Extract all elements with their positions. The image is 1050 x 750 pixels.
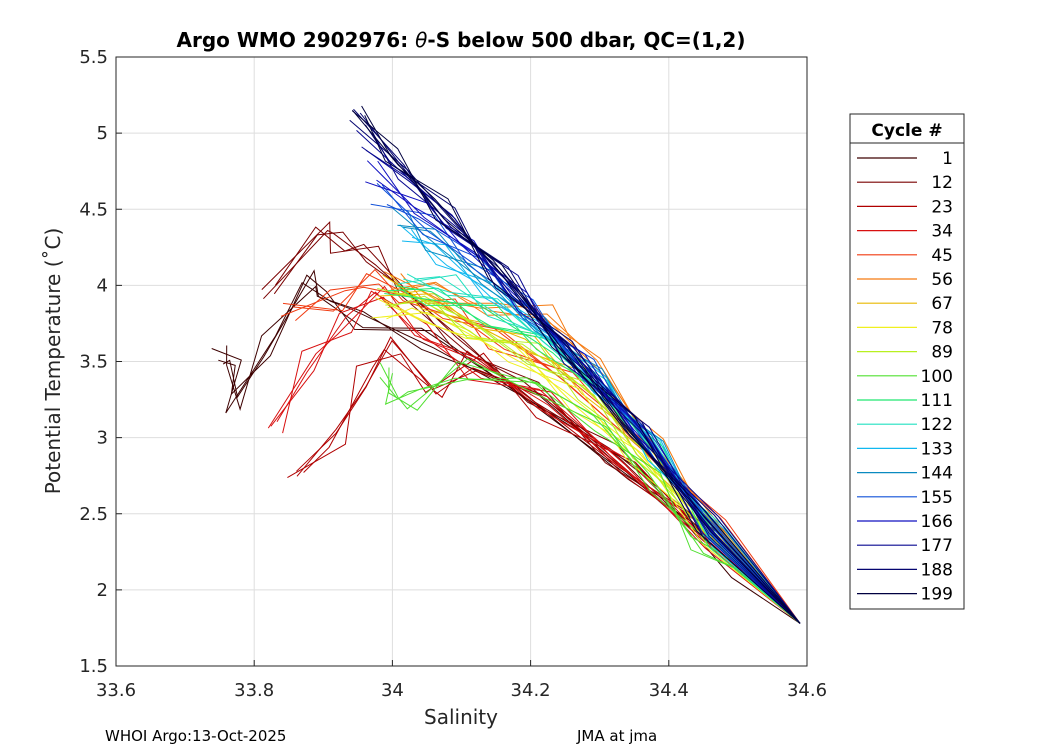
x-tick-label: 33.6 [96, 680, 136, 701]
legend-title: Cycle # [871, 121, 942, 141]
footer-source: WHOI Argo:13-Oct-2025 [105, 727, 286, 745]
legend-label: 166 [921, 512, 953, 532]
series-line-89 [387, 295, 801, 624]
legend-label: 45 [931, 246, 953, 266]
y-tick-label: 5 [97, 123, 108, 144]
footer-credit: JMA at jma [576, 727, 657, 745]
axis-ticks: 33.6 33.8 34 34.2 34.4 34.6 1.5 2 2.5 3 3.5 4 4.5 5 5.… [79, 47, 827, 701]
x-tick-label: 34.6 [787, 680, 827, 701]
series-line-188 [364, 124, 801, 624]
y-tick-label: 2.5 [79, 504, 108, 525]
y-tick-label: 5.5 [79, 47, 108, 68]
y-axis-label: Potential Temperature (˚C) [41, 228, 65, 495]
x-axis-label: Salinity [424, 705, 498, 729]
legend-label: 199 [921, 585, 953, 605]
legend-label: 1 [942, 149, 953, 169]
legend-label: 122 [921, 415, 953, 435]
chart-title: Argo WMO 2902976: θ-S below 500 dbar, QC… [177, 28, 746, 52]
y-tick-label: 3.5 [79, 352, 108, 373]
legend-label: 67 [931, 294, 953, 314]
series-line-199 [351, 110, 801, 624]
series-line-89 [385, 300, 801, 624]
y-tick-label: 1.5 [79, 656, 108, 677]
legend-label: 133 [921, 439, 953, 459]
series-line-155 [381, 184, 801, 624]
x-tick-label: 34.4 [649, 680, 689, 701]
y-tick-label: 2 [97, 580, 108, 601]
legend-box [849, 113, 965, 610]
series-line-199 [361, 105, 801, 624]
series-line-34 [282, 290, 801, 624]
legend-label: 100 [921, 367, 953, 387]
series-line-78 [375, 297, 801, 624]
y-tick-label: 3 [97, 428, 108, 449]
legend-label: 144 [921, 464, 953, 484]
series-line-188 [353, 108, 801, 624]
legend-label: 111 [921, 391, 953, 411]
data-series [211, 105, 801, 624]
series-line-100 [388, 361, 801, 624]
legend-label: 89 [931, 343, 953, 363]
x-tick-label: 34.2 [511, 680, 551, 701]
series-line-188 [359, 112, 801, 624]
series-line-199 [352, 109, 801, 624]
legend-label: 188 [921, 560, 953, 580]
series-line-12 [261, 221, 801, 624]
series-line-89 [377, 288, 801, 624]
y-tick-label: 4 [97, 275, 108, 296]
x-tick-label: 34 [381, 680, 404, 701]
legend-label: 177 [921, 536, 953, 556]
legend-label: 23 [931, 197, 953, 217]
legend-label: 34 [931, 222, 953, 242]
legend-label: 155 [921, 488, 953, 508]
series-line-78 [371, 311, 801, 624]
legend: Cycle # 1 12 23 34 45 56 67 78 89 100 111 122 133 144… [849, 113, 965, 610]
y-tick-label: 4.5 [79, 199, 108, 220]
legend-label: 12 [931, 173, 953, 193]
legend-label: 78 [931, 318, 953, 338]
x-tick-label: 33.8 [234, 680, 274, 701]
legend-entries: 1 12 23 34 45 56 67 78 89 100 111 122 133 144 155 166 17… [857, 149, 953, 605]
series-line-177 [372, 132, 801, 624]
legend-label: 56 [931, 270, 953, 290]
